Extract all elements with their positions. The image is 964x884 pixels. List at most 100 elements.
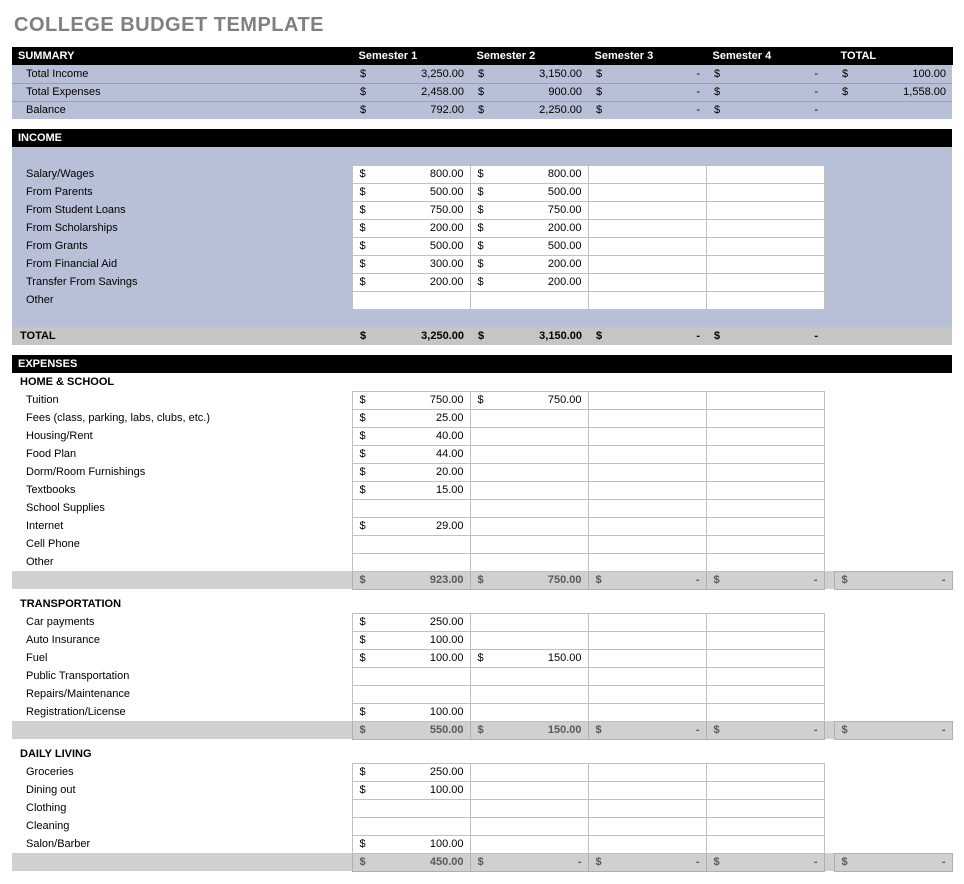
value-cell[interactable]: $500.00 (352, 237, 470, 255)
value-cell[interactable] (588, 273, 706, 291)
value-cell[interactable]: $800.00 (470, 165, 588, 183)
value-cell[interactable] (588, 763, 706, 781)
value-cell[interactable] (706, 445, 824, 463)
value-cell[interactable] (470, 445, 588, 463)
value-cell[interactable]: $300.00 (352, 255, 470, 273)
value-cell[interactable] (470, 499, 588, 517)
value-cell[interactable] (706, 219, 824, 237)
value-cell[interactable] (588, 817, 706, 835)
value-cell[interactable] (706, 631, 824, 649)
value-cell[interactable] (588, 481, 706, 499)
value-cell[interactable] (588, 649, 706, 667)
value-cell[interactable] (706, 553, 824, 571)
value-cell[interactable] (470, 799, 588, 817)
value-cell[interactable] (588, 781, 706, 799)
value-cell[interactable] (588, 427, 706, 445)
value-cell[interactable] (706, 255, 824, 273)
value-cell[interactable] (470, 517, 588, 535)
value-cell[interactable] (588, 391, 706, 409)
value-cell[interactable] (352, 799, 470, 817)
value-cell[interactable] (588, 291, 706, 309)
value-cell[interactable] (706, 183, 824, 201)
value-cell[interactable] (470, 409, 588, 427)
value-cell[interactable] (588, 255, 706, 273)
value-cell[interactable] (706, 835, 824, 853)
value-cell[interactable]: $100.00 (352, 631, 470, 649)
value-cell[interactable] (706, 703, 824, 721)
value-cell[interactable] (470, 835, 588, 853)
value-cell[interactable] (470, 427, 588, 445)
value-cell[interactable] (470, 763, 588, 781)
value-cell[interactable] (706, 291, 824, 309)
value-cell[interactable]: $250.00 (352, 763, 470, 781)
value-cell[interactable]: $25.00 (352, 409, 470, 427)
value-cell[interactable] (706, 781, 824, 799)
value-cell[interactable] (706, 517, 824, 535)
value-cell[interactable]: $200.00 (470, 219, 588, 237)
value-cell[interactable] (706, 481, 824, 499)
value-cell[interactable] (470, 613, 588, 631)
value-cell[interactable] (470, 817, 588, 835)
value-cell[interactable] (706, 409, 824, 427)
value-cell[interactable] (588, 613, 706, 631)
value-cell[interactable] (470, 481, 588, 499)
value-cell[interactable] (706, 273, 824, 291)
value-cell[interactable] (588, 219, 706, 237)
value-cell[interactable] (706, 165, 824, 183)
value-cell[interactable]: $200.00 (352, 219, 470, 237)
value-cell[interactable] (706, 499, 824, 517)
value-cell[interactable] (470, 685, 588, 703)
value-cell[interactable] (470, 703, 588, 721)
value-cell[interactable] (588, 799, 706, 817)
value-cell[interactable]: $29.00 (352, 517, 470, 535)
value-cell[interactable] (706, 817, 824, 835)
value-cell[interactable] (588, 499, 706, 517)
value-cell[interactable] (706, 391, 824, 409)
value-cell[interactable]: $750.00 (352, 391, 470, 409)
value-cell[interactable] (470, 631, 588, 649)
value-cell[interactable] (470, 463, 588, 481)
value-cell[interactable]: $150.00 (470, 649, 588, 667)
value-cell[interactable] (470, 553, 588, 571)
value-cell[interactable] (588, 201, 706, 219)
value-cell[interactable] (588, 685, 706, 703)
value-cell[interactable] (706, 799, 824, 817)
value-cell[interactable]: $15.00 (352, 481, 470, 499)
value-cell[interactable]: $100.00 (352, 835, 470, 853)
value-cell[interactable] (352, 667, 470, 685)
value-cell[interactable] (588, 517, 706, 535)
value-cell[interactable]: $800.00 (352, 165, 470, 183)
value-cell[interactable]: $100.00 (352, 703, 470, 721)
value-cell[interactable] (352, 553, 470, 571)
value-cell[interactable] (706, 613, 824, 631)
value-cell[interactable]: $200.00 (470, 273, 588, 291)
value-cell[interactable]: $750.00 (470, 201, 588, 219)
value-cell[interactable] (588, 535, 706, 553)
value-cell[interactable] (470, 291, 588, 309)
value-cell[interactable] (588, 183, 706, 201)
value-cell[interactable] (588, 463, 706, 481)
value-cell[interactable]: $500.00 (470, 237, 588, 255)
value-cell[interactable] (470, 667, 588, 685)
value-cell[interactable] (352, 685, 470, 703)
value-cell[interactable] (706, 763, 824, 781)
value-cell[interactable] (588, 409, 706, 427)
value-cell[interactable]: $200.00 (352, 273, 470, 291)
value-cell[interactable] (588, 553, 706, 571)
value-cell[interactable] (706, 649, 824, 667)
value-cell[interactable] (706, 427, 824, 445)
value-cell[interactable] (588, 445, 706, 463)
value-cell[interactable] (352, 291, 470, 309)
value-cell[interactable] (588, 703, 706, 721)
value-cell[interactable]: $250.00 (352, 613, 470, 631)
value-cell[interactable]: $40.00 (352, 427, 470, 445)
value-cell[interactable] (706, 463, 824, 481)
value-cell[interactable]: $750.00 (352, 201, 470, 219)
value-cell[interactable]: $44.00 (352, 445, 470, 463)
value-cell[interactable]: $100.00 (352, 781, 470, 799)
value-cell[interactable] (588, 631, 706, 649)
value-cell[interactable] (706, 685, 824, 703)
value-cell[interactable]: $200.00 (470, 255, 588, 273)
value-cell[interactable]: $500.00 (470, 183, 588, 201)
value-cell[interactable]: $20.00 (352, 463, 470, 481)
